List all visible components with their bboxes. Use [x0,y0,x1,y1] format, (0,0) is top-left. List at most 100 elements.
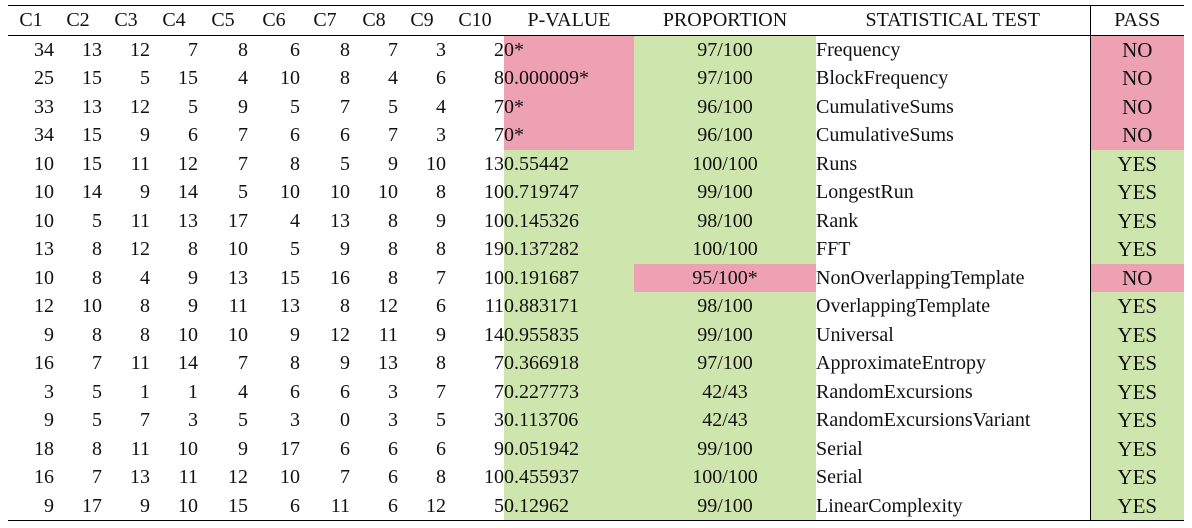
count-cell: 8 [92,238,102,261]
table-row: 10 8 4 9 13 15 16 8 7 10 0.191687 95/100* NonOverlap… [8,263,1184,292]
proportion-cell: 97/100 [634,64,816,93]
count-cell: 9 [188,266,198,289]
count-cell: 10 [178,323,198,346]
count-cell: 13 [484,152,504,175]
count-cell: 7 [92,466,102,489]
count-cell: 3 [436,124,446,147]
pass-cell: YES [1089,235,1184,264]
count-cell: 9 [436,209,446,232]
column-header: PASS [1089,5,1184,36]
count-cell: 34 [34,38,54,61]
count-cell: 6 [248,491,300,521]
count-cell: 14 [82,181,102,204]
count-cell: 7 [140,409,150,432]
count-cell: 8 [92,437,102,460]
count-cell: 6 [436,437,446,460]
p-value-cell: 0.191687 [504,263,634,292]
count-cell: 10 [178,437,198,460]
count-cell: 5 [340,152,350,175]
table-row: 9 8 8 10 10 9 12 11 9 14 0.955835 99/100 Universal YE… [8,320,1184,349]
pass-cell: YES [1089,292,1184,321]
count-cell: 3 [436,38,446,61]
count-cell: 5 [92,409,102,432]
count-cell: 15 [280,266,300,289]
count-cell: 10 [228,238,248,261]
count-cell: 7 [238,152,248,175]
count-cell: 8 [388,209,398,232]
count-cell: 5 [436,409,446,432]
p-value-cell: 0.051942 [504,434,634,463]
p-value-cell: 0.145326 [504,206,634,235]
count-cell: 5 [188,95,198,118]
p-value-cell: 0.55442 [504,149,634,178]
count-cell: 6 [436,67,446,90]
count-cell: 3 [388,409,398,432]
count-cell: 19 [484,238,504,261]
proportion-cell: 98/100 [634,206,816,235]
count-cell: 8 [340,67,350,90]
count-cell: 10 [280,67,300,90]
count-cell: 15 [82,67,102,90]
pass-cell: YES [1089,178,1184,207]
proportion-cell: 99/100 [634,434,816,463]
count-cell: 5 [238,181,248,204]
count-cell: 5 [92,209,102,232]
count-cell: 10 [330,181,350,204]
count-cell: 5 [388,95,398,118]
count-cell: 9 [238,95,248,118]
count-cell: 13 [130,466,150,489]
count-cell: 6 [388,437,398,460]
statistical-test-cell: Serial [816,466,863,489]
count-cell: 13 [82,38,102,61]
proportion-cell: 99/100 [634,491,816,521]
count-cell: 13 [330,209,350,232]
table-row: 10 15 11 12 7 8 5 9 10 13 0.55442 100/100 Runs YES [8,149,1184,178]
column-header: C3 [102,5,150,36]
count-cell: 9 [102,491,150,521]
column-header: C8 [350,5,398,36]
count-cell: 9 [8,491,54,521]
count-cell: 10 [34,209,54,232]
count-cell: 15 [178,67,198,90]
count-cell: 7 [388,124,398,147]
count-cell: 4 [140,266,150,289]
count-cell: 8 [188,238,198,261]
count-cell: 6 [340,124,350,147]
pass-cell: YES [1089,491,1184,521]
count-cell: 7 [238,352,248,375]
statistical-test-cell: FFT [816,238,851,261]
pass-cell: YES [1089,377,1184,406]
count-cell: 17 [280,437,300,460]
count-cell: 10 [280,181,300,204]
count-cell: 3 [388,380,398,403]
statistical-test-cell: CumulativeSums [816,124,954,147]
proportion-cell: 42/43 [634,377,816,406]
proportion-cell: 100/100 [634,463,816,492]
p-value-cell: 0.12962 [504,491,634,521]
pass-cell: NO [1089,263,1184,292]
proportion-cell: 100/100 [634,149,816,178]
count-cell: 12 [178,152,198,175]
count-cell: 11 [130,209,150,232]
count-cell: 8 [436,352,446,375]
statistical-test-cell: LongestRun [816,181,914,204]
statistical-test-cell: BlockFrequency [816,67,949,90]
count-cell: 12 [378,295,398,318]
proportion-cell: 96/100 [634,92,816,121]
p-value-cell: 0.883171 [504,292,634,321]
statistical-test-cell: Runs [816,152,858,175]
count-cell: 8 [436,238,446,261]
count-cell: 13 [82,95,102,118]
count-cell: 15 [82,152,102,175]
p-value-cell: 0.000009* [504,64,634,93]
p-value-cell: 0* [504,92,634,121]
statistical-test-cell: Rank [816,209,859,232]
count-cell: 12 [130,38,150,61]
statistical-test-cell: Universal [816,323,894,346]
count-cell: 4 [388,67,398,90]
count-cell: 12 [398,491,446,521]
pass-cell: YES [1089,406,1184,435]
column-header: C2 [54,5,102,36]
count-cell: 15 [198,491,248,521]
table-row: 9 5 7 3 5 3 0 3 5 3 0.113706 42/43 RandomExcursionsV… [8,406,1184,435]
